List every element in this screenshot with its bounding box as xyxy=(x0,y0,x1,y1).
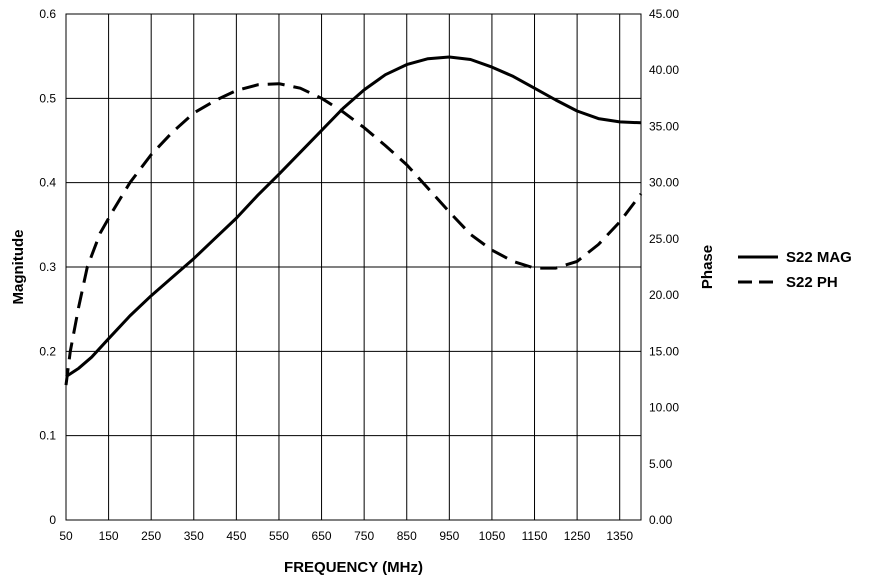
x-tick-label: 950 xyxy=(439,529,459,543)
y-tick-label: 0.6 xyxy=(39,7,56,21)
y2-tick-label: 40.00 xyxy=(649,63,679,77)
series-line-s22-ph xyxy=(64,82,643,386)
y2-tick-label: 25.00 xyxy=(649,232,679,246)
y2-tick-label: 35.00 xyxy=(649,119,679,133)
y2-tick-label: 20.00 xyxy=(649,288,679,302)
y2-tick-label: 10.00 xyxy=(649,401,679,415)
x-tick-label: 750 xyxy=(354,529,374,543)
y2-tick-label: 30.00 xyxy=(649,176,679,190)
legend-label: S22 PH xyxy=(786,274,838,291)
plot-frame xyxy=(65,13,642,521)
y-tick-label: 0 xyxy=(49,513,56,527)
x-tick-label: 1150 xyxy=(522,529,548,543)
legend: S22 MAG S22 PH xyxy=(738,249,852,291)
x-tick-label: 1250 xyxy=(564,529,591,543)
y-tick-label: 0.5 xyxy=(39,91,56,105)
y-tick-labels: 0 0.1 0.2 0.3 0.4 0.5 0.6 xyxy=(39,7,56,527)
y2-tick-labels: 0.00 5.00 10.00 15.00 20.00 25.00 30.00 35.00 40… xyxy=(649,7,679,527)
y2-tick-label: 15.00 xyxy=(649,344,679,358)
x-tick-label: 250 xyxy=(141,529,161,543)
x-tick-label: 550 xyxy=(269,529,289,543)
y-tick-label: 0.3 xyxy=(39,260,56,274)
y2-tick-label: 45.00 xyxy=(649,7,679,21)
y2-tick-label: 0.00 xyxy=(649,513,673,527)
x-tick-labels: 50 150 250 350 450 550 650 750 850 950 1050 1150 125… xyxy=(59,529,633,543)
y2-tick-label: 5.00 xyxy=(649,457,673,471)
y-tick-label: 0.4 xyxy=(39,176,56,190)
x-tick-label: 350 xyxy=(184,529,204,543)
y-tick-label: 0.2 xyxy=(39,344,56,358)
series-line-s22-mag xyxy=(65,55,642,378)
x-tick-label: 150 xyxy=(99,529,119,543)
series-layer xyxy=(64,55,643,386)
legend-label: S22 MAG xyxy=(786,249,852,266)
y2-axis-title: Phase xyxy=(699,245,716,289)
x-tick-label: 650 xyxy=(312,529,332,543)
x-tick-label: 50 xyxy=(59,529,73,543)
x-tick-label: 1050 xyxy=(479,529,506,543)
x-tick-label: 450 xyxy=(226,529,246,543)
x-axis-title: FREQUENCY (MHz) xyxy=(284,559,423,576)
x-tick-label: 850 xyxy=(397,529,417,543)
x-tick-label: 1350 xyxy=(606,529,633,543)
y-axis-title: Magnitude xyxy=(10,230,27,305)
y-tick-label: 0.1 xyxy=(39,429,56,443)
